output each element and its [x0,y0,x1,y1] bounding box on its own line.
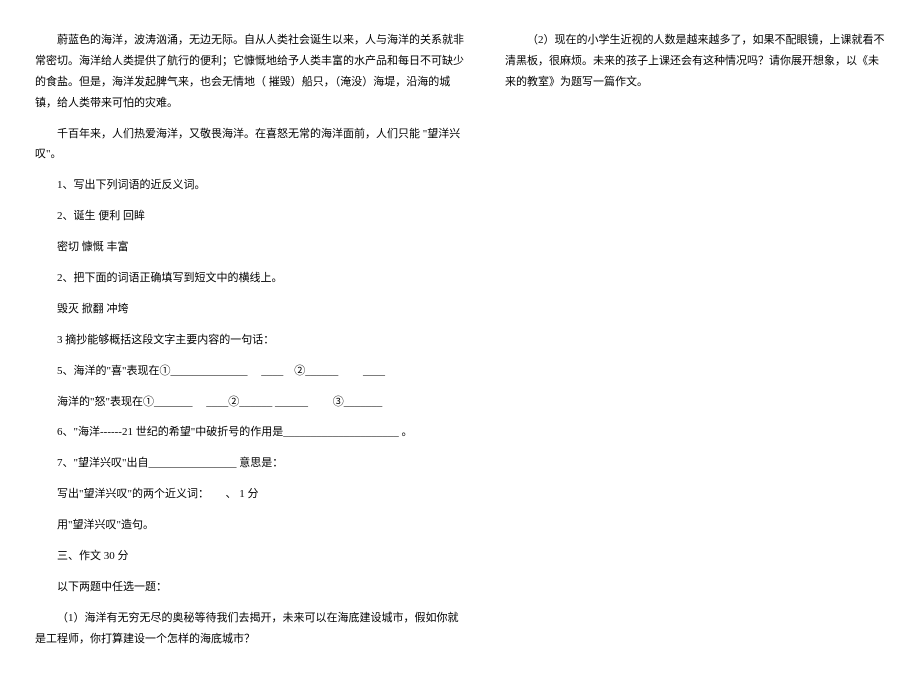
question-1: 1、写出下列词语的近反义词。 [35,175,465,196]
passage-paragraph-1: 蔚蓝色的海洋，波涛汹涌，无边无际。自从人类社会诞生以来，人与海洋的关系就非常密切… [35,30,465,114]
question-6: 6、"海洋------21 世纪的希望"中破折号的作用是____________… [35,422,465,443]
question-2-line-a: 2、诞生 便利 回眸 [35,206,465,227]
question-5-line-b: 海洋的"怒"表现在①_______ ____②______ ______ ③__… [35,392,465,413]
document-page: 蔚蓝色的海洋，波涛汹涌，无边无际。自从人类社会诞生以来，人与海洋的关系就非常密切… [0,0,920,690]
section-3-heading: 三、作文 30 分 [35,546,465,567]
question-7-line-c: 用"望洋兴叹"造句。 [35,515,465,536]
question-7-line-a: 7、"望洋兴叹"出自________________ 意思是： [35,453,465,474]
question-2-line-b: 密切 慷慨 丰富 [35,237,465,258]
essay-prompt-2: （2）现在的小学生近视的人数是越来越多了，如果不配眼镜，上课就看不清黑板，很麻烦… [505,30,885,93]
question-2-line-c: 2、把下面的词语正确填写到短文中的横线上。 [35,268,465,289]
question-5-line-a: 5、海洋的"喜"表现在①______________ ____ ②______ … [35,361,465,382]
section-3-instruction: 以下两题中任选一题： [35,577,465,598]
right-column: （2）现在的小学生近视的人数是越来越多了，如果不配眼镜，上课就看不清黑板，很麻烦… [505,30,885,660]
left-column: 蔚蓝色的海洋，波涛汹涌，无边无际。自从人类社会诞生以来，人与海洋的关系就非常密切… [35,30,465,660]
essay-prompt-1: （1）海洋有无穷无尽的奥秘等待我们去揭开，未来可以在海底建设城市，假如你就是工程… [35,608,465,650]
question-2-line-d: 毁灭 掀翻 冲垮 [35,299,465,320]
question-3: 3 摘抄能够概括这段文字主要内容的一句话： [35,330,465,351]
passage-paragraph-2: 千百年来，人们热爱海洋，又敬畏海洋。在喜怒无常的海洋面前，人们只能 "望洋兴叹"… [35,124,465,166]
question-7-line-b: 写出"望洋兴叹"的两个近义词： 、 1 分 [35,484,465,505]
